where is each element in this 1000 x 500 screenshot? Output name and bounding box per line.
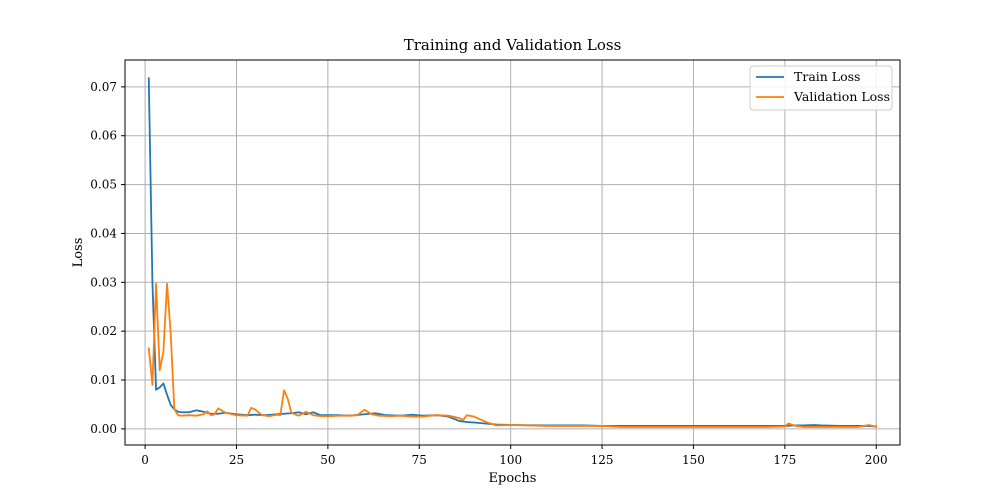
x-axis: 0 25 50 75 100 125 150 175 200 — [141, 445, 888, 467]
x-tick-label: 125 — [591, 453, 614, 467]
legend-label: Validation Loss — [793, 89, 890, 104]
chart-title: Training and Validation Loss — [404, 36, 622, 54]
legend-label: Train Loss — [794, 69, 860, 84]
x-tick-label: 150 — [682, 453, 705, 467]
x-axis-label: Epochs — [489, 471, 537, 486]
y-axis: 0.00 0.01 0.02 0.03 0.04 0.05 0.06 0.07 — [90, 80, 125, 436]
x-tick-label: 0 — [141, 453, 149, 467]
x-tick-label: 200 — [865, 453, 888, 467]
y-tick-label: 0.00 — [90, 422, 117, 436]
x-tick-label: 75 — [412, 453, 427, 467]
y-tick-label: 0.06 — [90, 129, 117, 143]
x-tick-label: 25 — [229, 453, 244, 467]
series-layer — [147, 77, 878, 428]
y-tick-label: 0.05 — [90, 178, 117, 192]
y-axis-label: Loss — [71, 238, 86, 268]
y-tick-label: 0.02 — [90, 324, 117, 338]
grid — [125, 60, 900, 445]
series-line-validation-loss — [147, 282, 878, 428]
x-tick-label: 100 — [499, 453, 522, 467]
y-tick-label: 0.04 — [90, 226, 117, 240]
y-tick-label: 0.01 — [90, 373, 117, 387]
x-tick-label: 50 — [320, 453, 335, 467]
legend-box — [749, 65, 893, 111]
y-tick-label: 0.03 — [90, 275, 117, 289]
legend: Train Loss Validation Loss — [749, 65, 893, 111]
y-tick-label: 0.07 — [90, 80, 117, 94]
plot-frame — [124, 59, 901, 446]
series-line-train-loss — [147, 77, 878, 428]
x-tick-label: 175 — [773, 453, 796, 467]
